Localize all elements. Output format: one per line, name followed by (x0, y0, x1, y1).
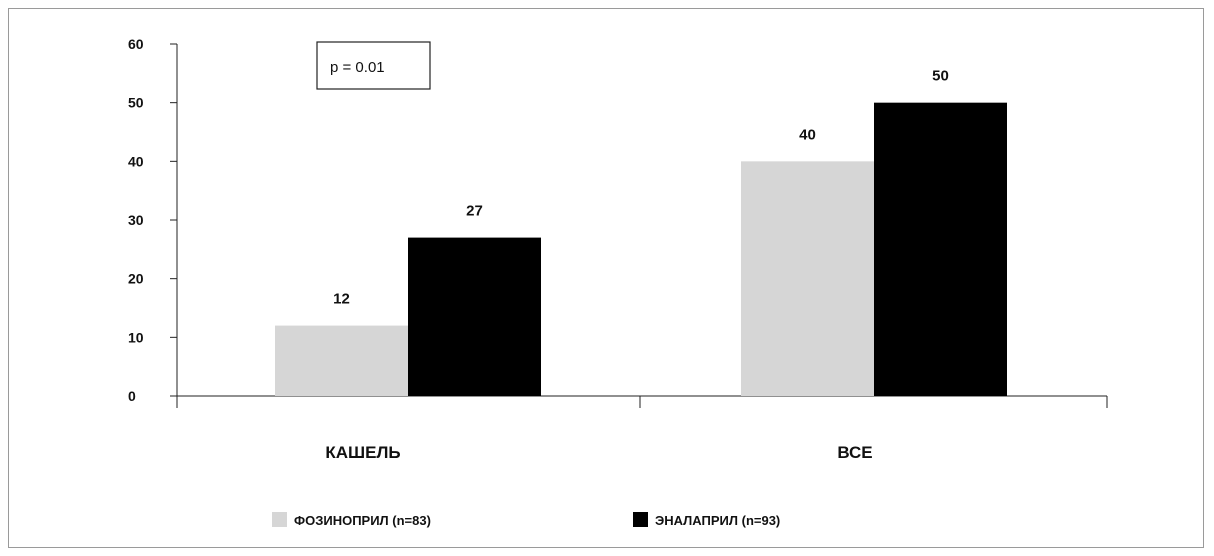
category-label: ВСЕ (837, 443, 872, 462)
annotation-text: p = 0.01 (330, 59, 385, 76)
bar-fozinopril-1 (741, 161, 874, 396)
legend-swatch-fozinopril (272, 512, 287, 527)
y-tick-label: 50 (128, 95, 144, 111)
y-tick-label: 10 (128, 329, 144, 345)
y-tick-label: 60 (128, 36, 144, 52)
data-label: 12 (333, 291, 350, 308)
data-label: 50 (932, 68, 949, 85)
y-tick-label: 30 (128, 212, 144, 228)
category-label: КАШЕЛЬ (325, 443, 400, 462)
legend-label-fozinopril: ФОЗИНОПРИЛ (n=83) (294, 513, 431, 528)
data-label: 27 (466, 203, 483, 220)
annotation-box (316, 41, 431, 90)
y-tick-label: 20 (128, 271, 144, 287)
data-label: 40 (799, 126, 816, 143)
y-tick-label: 0 (128, 388, 136, 404)
bar-enalapril-1 (874, 102, 1007, 397)
bar-fozinopril-0 (275, 325, 408, 396)
legend-label-enalapril: ЭНАЛАПРИЛ (n=93) (655, 513, 780, 528)
legend-swatch-enalapril (633, 512, 648, 527)
bar-enalapril-0 (408, 237, 541, 396)
y-tick-label: 40 (128, 153, 144, 169)
